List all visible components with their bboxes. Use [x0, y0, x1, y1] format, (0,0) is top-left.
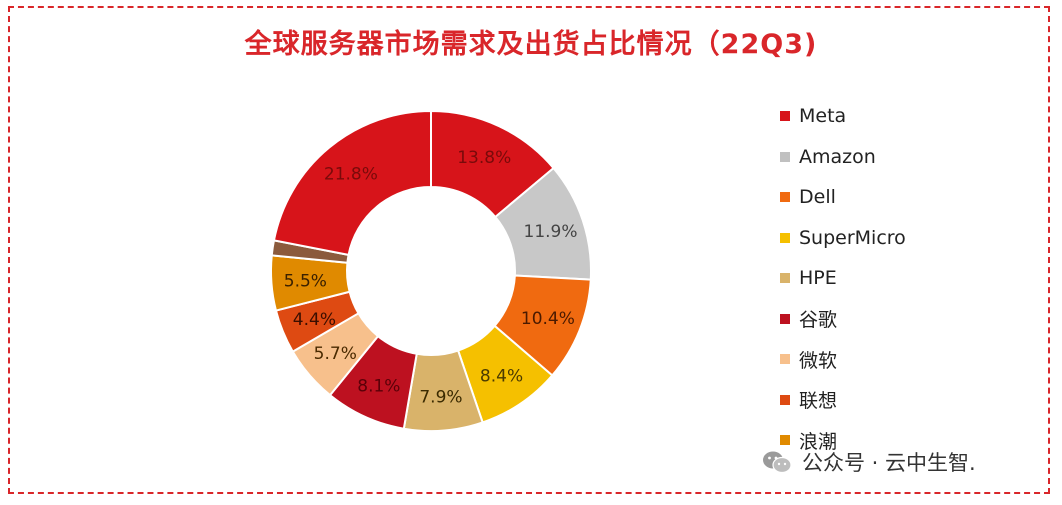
- chart-legend: Meta Amazon Dell SuperMicro HPE 谷歌微软联想浪潮: [780, 96, 906, 461]
- legend-swatch: [780, 111, 790, 122]
- legend-swatch: [780, 273, 790, 284]
- slice-label-0: 13.8%: [457, 148, 511, 168]
- wechat-watermark: 公众号 · 云中生智.: [762, 447, 976, 477]
- legend-swatch: [780, 435, 790, 446]
- legend-label: SuperMicro: [799, 226, 906, 249]
- legend-item-1: Amazon: [780, 137, 906, 178]
- watermark-text: 公众号 · 云中生智.: [802, 451, 976, 475]
- slice-label-3: 8.4%: [480, 366, 523, 386]
- legend-label: 联想: [799, 390, 838, 413]
- slice-label-10: 21.8%: [324, 165, 378, 185]
- legend-item-4: HPE: [780, 258, 906, 299]
- legend-swatch: [780, 151, 790, 162]
- legend-item-0: Meta: [780, 96, 906, 137]
- legend-item-8: 浪潮: [780, 420, 906, 461]
- legend-item-2: Dell: [780, 177, 906, 218]
- chart-frame: [8, 6, 1050, 494]
- legend-item-7: 联想: [780, 380, 906, 421]
- legend-item-3: SuperMicro: [780, 218, 906, 259]
- legend-label: 谷歌: [799, 309, 838, 332]
- wechat-icon: [763, 451, 792, 474]
- slice-label-6: 5.7%: [314, 344, 357, 364]
- legend-swatch: [780, 313, 790, 324]
- donut-slice-10: [272, 109, 432, 257]
- legend-label: 微软: [799, 349, 838, 372]
- slice-label-5: 8.1%: [357, 377, 400, 397]
- legend-swatch: [780, 192, 790, 203]
- legend-label: 浪潮: [799, 430, 838, 453]
- legend-swatch: [780, 354, 790, 365]
- slice-label-4: 7.9%: [419, 388, 462, 408]
- legend-label: Meta: [799, 105, 847, 128]
- legend-item-5: 谷歌: [780, 299, 906, 340]
- legend-label: Dell: [799, 186, 836, 209]
- chart-title: 全球服务器市场需求及出货占比情况（22Q3): [244, 29, 818, 60]
- slice-label-2: 10.4%: [521, 309, 575, 329]
- legend-label: HPE: [799, 267, 837, 290]
- legend-label: Amazon: [799, 145, 876, 168]
- slice-label-8: 5.5%: [284, 272, 327, 292]
- slice-label-1: 11.9%: [524, 222, 578, 242]
- legend-swatch: [780, 394, 790, 405]
- legend-item-6: 微软: [780, 339, 906, 380]
- slice-label-7: 4.4%: [293, 310, 336, 330]
- legend-swatch: [780, 232, 790, 243]
